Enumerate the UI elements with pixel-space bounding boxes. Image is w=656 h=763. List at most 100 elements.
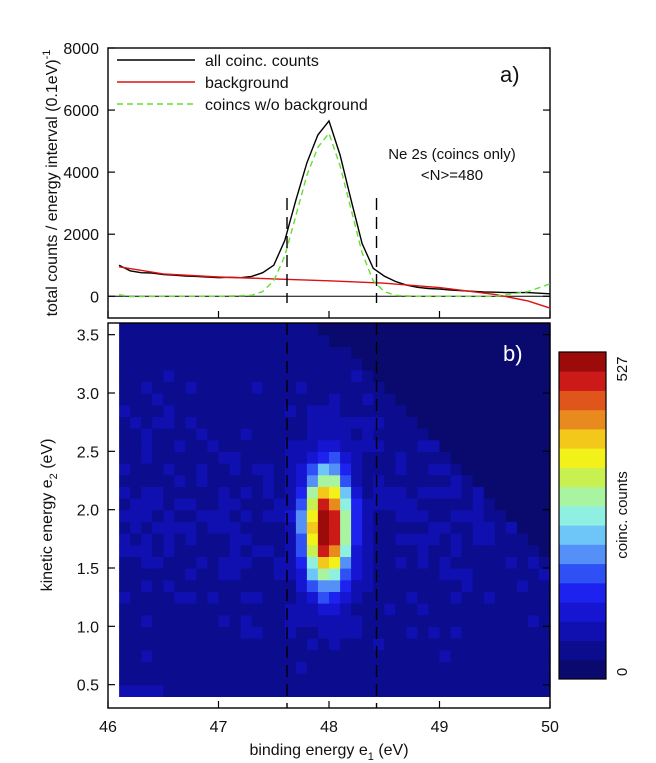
heatmap-cell xyxy=(119,334,131,347)
heatmap-cell xyxy=(373,323,385,336)
heatmap-cell xyxy=(240,649,253,662)
heatmap-cell xyxy=(527,521,540,534)
heatmap-cell xyxy=(527,544,540,557)
heatmap-cell xyxy=(329,474,341,487)
heatmap-cell xyxy=(163,486,175,499)
heatmap-cell xyxy=(185,381,198,394)
heatmap-cell xyxy=(450,474,463,487)
heatmap-cell xyxy=(505,323,518,336)
heatmap-cell xyxy=(174,521,186,534)
heatmap-cell xyxy=(417,428,429,441)
heatmap-cell xyxy=(174,393,186,406)
heatmap-cell xyxy=(340,626,352,639)
heatmap-cell xyxy=(472,673,485,686)
heatmap-cell xyxy=(538,521,551,534)
heatmap-cell xyxy=(494,498,507,511)
heatmap-cell xyxy=(119,603,131,616)
heatmap-cell xyxy=(119,626,131,639)
heatmap-cell xyxy=(373,416,385,429)
heatmap-cell xyxy=(538,428,551,441)
heatmap-cell xyxy=(527,404,540,417)
heatmap-cell xyxy=(516,451,529,464)
heatmap-cell xyxy=(295,684,308,697)
heatmap-cell xyxy=(516,463,529,476)
heatmap-cell xyxy=(284,323,297,336)
panel-a-reference-lines xyxy=(286,198,378,303)
heatmap-cell xyxy=(450,358,463,371)
heatmap-cell xyxy=(417,544,429,557)
heatmap-cell xyxy=(505,626,518,639)
heatmap-cell xyxy=(317,673,330,686)
heatmap-cell xyxy=(439,533,452,546)
heatmap-cell xyxy=(472,626,485,639)
heatmap-cell xyxy=(174,334,186,347)
heatmap-cell xyxy=(450,638,463,651)
heatmap-cell xyxy=(538,381,551,394)
heatmap-cell xyxy=(450,498,463,511)
heatmap-cell xyxy=(417,393,429,406)
heatmap-cell xyxy=(284,451,297,464)
colorbar-band xyxy=(559,505,606,526)
heatmap-cell xyxy=(417,369,429,382)
heatmap-cell xyxy=(472,451,485,464)
heatmap-cell xyxy=(538,684,551,697)
heatmap-cell xyxy=(428,393,441,406)
panel-a-y-axis-title-exponent: -1 xyxy=(41,50,53,60)
heatmap-cell xyxy=(130,369,142,382)
heatmap-cell xyxy=(119,533,131,546)
heatmap-cell xyxy=(450,439,463,452)
colorbar-title: coinc. counts xyxy=(614,471,631,559)
heatmap-cell xyxy=(163,661,175,674)
heatmap-cell xyxy=(395,649,407,662)
panel-b-x-tick-label: 47 xyxy=(210,719,228,736)
heatmap-cell xyxy=(185,509,198,522)
panel-a-y-tick-label: 0 xyxy=(90,289,99,306)
heatmap-cell xyxy=(406,346,419,359)
heatmap-cell xyxy=(516,334,529,347)
heatmap-cell xyxy=(395,323,407,336)
heatmap-cell xyxy=(329,358,341,371)
heatmap-cell xyxy=(163,451,175,464)
heatmap-cell xyxy=(527,509,540,522)
heatmap-cell xyxy=(152,498,164,511)
heatmap-cell xyxy=(472,428,485,441)
heatmap-cell xyxy=(295,509,308,522)
heatmap-cell xyxy=(340,393,352,406)
heatmap-cell xyxy=(516,544,529,557)
heatmap-cell xyxy=(284,556,297,569)
heatmap-cell xyxy=(417,521,429,534)
panel-a: 0 2000 4000 6000 8000 a) Ne 2s (coincs only)… xyxy=(63,41,551,319)
heatmap-cell xyxy=(262,451,275,464)
heatmap-cell xyxy=(494,323,507,336)
heatmap-cell xyxy=(284,509,297,522)
heatmap-cell xyxy=(218,509,231,522)
heatmap-cell xyxy=(218,591,231,604)
heatmap-cell xyxy=(384,428,396,441)
heatmap-cell xyxy=(395,451,407,464)
heatmap-cell xyxy=(295,498,308,511)
heatmap-cell xyxy=(373,486,385,499)
heatmap-cell xyxy=(185,451,198,464)
heatmap-cell xyxy=(329,416,341,429)
heatmap-cell xyxy=(329,614,341,627)
heatmap-cell xyxy=(317,358,330,371)
heatmap-cell xyxy=(395,638,407,651)
heatmap-cell xyxy=(461,591,474,604)
heatmap-cell xyxy=(152,661,164,674)
heatmap-cell xyxy=(527,486,540,499)
heatmap-cell xyxy=(262,568,275,581)
heatmap-cell xyxy=(196,439,208,452)
heatmap-cell xyxy=(152,451,164,464)
heatmap-cell xyxy=(494,369,507,382)
heatmap-cell xyxy=(505,544,518,557)
heatmap-cell xyxy=(362,556,374,569)
heatmap-cell xyxy=(251,556,264,569)
heatmap-cell xyxy=(284,463,297,476)
heatmap-cell xyxy=(505,556,518,569)
heatmap-cell xyxy=(207,439,220,452)
heatmap-cell xyxy=(317,346,330,359)
heatmap-cell xyxy=(516,369,529,382)
heatmap-cell xyxy=(461,463,474,476)
heatmap-cell xyxy=(196,323,208,336)
heatmap-cell xyxy=(439,323,452,336)
